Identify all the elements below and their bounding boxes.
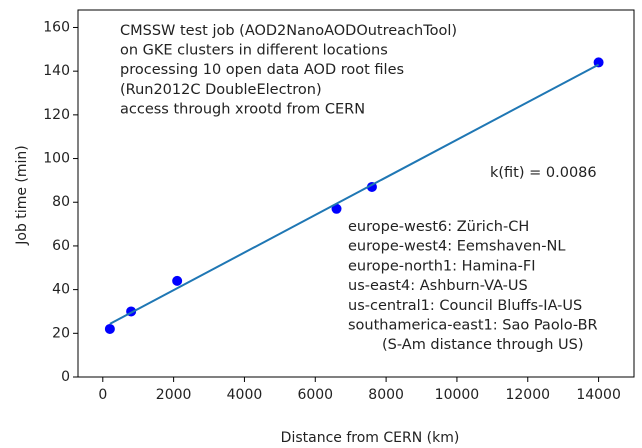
annotation: southamerica-east1: Sao Paolo-BR — [348, 318, 598, 334]
y-axis-label: Job time (min) — [14, 145, 30, 245]
y-tick-label: 60 — [52, 238, 70, 254]
annotation: (S-Am distance through US) — [382, 337, 584, 353]
x-tick-label: 10000 — [435, 387, 480, 403]
y-tick-label: 20 — [52, 325, 70, 341]
annotation: CMSSW test job (AOD2NanoAODOutreachTool) — [120, 23, 457, 39]
x-tick-label: 4000 — [227, 387, 263, 403]
y-tick-label: 80 — [52, 194, 70, 210]
annotation: access through xrootd from CERN — [120, 101, 365, 117]
y-tick-label: 100 — [43, 151, 70, 167]
data-point — [104, 323, 115, 334]
annotation: processing 10 open data AOD root files — [120, 62, 404, 78]
x-tick-label: 0 — [98, 387, 107, 403]
y-tick-label: 0 — [61, 369, 70, 385]
y-tick-label: 140 — [43, 63, 70, 79]
annotation: europe-north1: Hamina-FI — [348, 258, 535, 274]
x-tick-label: 6000 — [297, 387, 333, 403]
annotation: us-central1: Council Bluffs-IA-US — [348, 298, 582, 314]
fit-line — [109, 63, 600, 325]
y-tick-label: 120 — [43, 107, 70, 123]
annotation: europe-west4: Eemshaven-NL — [348, 239, 565, 255]
annotation: us-east4: Ashburn-VA-US — [348, 278, 528, 294]
annotation: (Run2012C DoubleElectron) — [120, 82, 322, 98]
annotation: europe-west6: Zürich-CH — [348, 219, 529, 235]
x-tick-label: 12000 — [505, 387, 550, 403]
data-point — [331, 203, 342, 214]
x-axis-label: Distance from CERN (km) — [281, 430, 460, 446]
annotation: k(fit) = 0.0086 — [490, 165, 597, 181]
y-tick-label: 40 — [52, 282, 70, 298]
plot-frame — [77, 9, 635, 378]
x-tick-label: 8000 — [368, 387, 404, 403]
data-point — [172, 275, 183, 286]
annotation: on GKE clusters in different locations — [120, 43, 388, 59]
x-tick-label: 2000 — [156, 387, 192, 403]
y-tick-label: 160 — [43, 19, 70, 35]
x-tick-label: 14000 — [576, 387, 621, 403]
